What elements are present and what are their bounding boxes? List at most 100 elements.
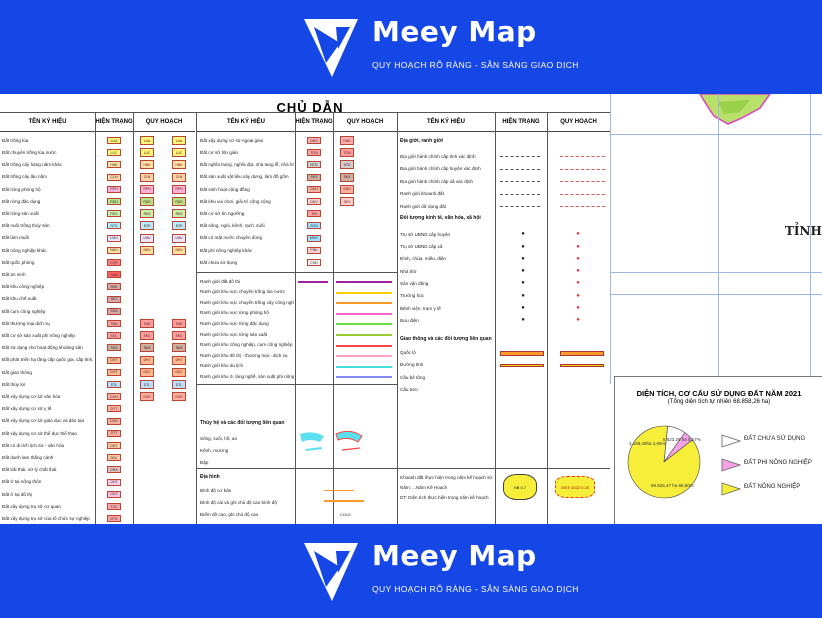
plan-item-label: Năm: ...Năm Kế Hoạch <box>400 484 448 490</box>
swatch-hien-trang: DKV <box>307 198 321 205</box>
bottom-banner: Meey Map QUY HOẠCH RÕ RÀNG - SẴN SÀNG GI… <box>0 524 822 618</box>
symbol-icon: ● <box>576 305 580 312</box>
plan-badge-current: NB 0.7 <box>503 474 537 500</box>
map-gridline <box>810 94 811 384</box>
legend-item-label: Đất có di tích lịch sử - văn hóa <box>2 442 65 448</box>
admin-line-planned <box>560 206 605 207</box>
section-title-admin: Địa giới, ranh giới <box>400 138 443 144</box>
legend-item-label: Đất cụm công nghiệp <box>2 308 46 314</box>
swatch-hien-trang: LUA <box>107 137 121 144</box>
swatch-hien-trang: SKT <box>107 295 121 303</box>
swatch-hien-trang: CAN <box>107 271 121 279</box>
swatch-hien-trang: DYT <box>107 405 121 413</box>
legend-item-label: Đất ở tại nông thôn <box>2 479 42 485</box>
swatch-quy-hoach-2: SKC <box>172 331 186 341</box>
swatch-hien-trang: DTL <box>107 381 121 388</box>
boundary-swatch-planned <box>336 365 392 368</box>
province-label: TỈNH <box>785 224 822 238</box>
divider <box>547 112 548 524</box>
legend-item-label: Đất rừng sản xuất <box>2 210 39 216</box>
legend-nonagri: ĐẤT PHI NÔNG NGHIỆP <box>744 460 812 466</box>
symbol-icon: ● <box>576 243 580 250</box>
swatch-hien-trang: SKX <box>307 173 321 181</box>
meey-logo-icon <box>304 543 358 601</box>
elevation-note: COLE <box>340 511 351 517</box>
symbol-icon: ● <box>521 280 525 287</box>
swatch-quy-hoach-2: SKS <box>172 343 186 353</box>
legend-nonagri-arrow-icon <box>721 458 741 472</box>
swatch-hien-trang: LUC <box>107 149 121 157</box>
swatch-quy-hoach: LMU <box>140 233 154 243</box>
swatch-quy-hoach: DNG <box>340 136 354 145</box>
section-rule <box>196 468 397 469</box>
section-rule <box>196 272 397 273</box>
social-item-label: Trụ sở UBND cấp xã <box>400 244 443 250</box>
legend-item-label: Đất cơ sở tôn giáo <box>200 149 238 155</box>
map-gridline <box>610 294 822 295</box>
swatch-quy-hoach: LUC <box>140 148 154 158</box>
water-item-label: Kênh, mương <box>200 447 229 453</box>
water-item-label: Đập <box>200 459 209 465</box>
col1-quy-hoach-header: QUY HOẠCH <box>133 112 195 132</box>
swatch-hien-trang: DSH <box>307 185 321 193</box>
swatch-quy-hoach: SKX <box>340 172 354 182</box>
swatch-hien-trang: DDT <box>107 442 121 449</box>
swatch-hien-trang: ONT <box>107 478 121 486</box>
legend-item-label: Đất khu vui chơi, giải trí công cộng <box>200 198 271 204</box>
swatch-hien-trang: DGD <box>107 417 121 425</box>
col3-header: TÊN KÝ HIỆU <box>397 112 495 132</box>
admin-line-planned <box>560 181 605 182</box>
swatch-hien-trang: SKC <box>107 332 121 340</box>
legend-item-label: Đất nghĩa trang, nghĩa địa, nhà tang lễ,… <box>200 162 294 168</box>
boundary-line-label: Ranh giới đất đô thị <box>200 278 241 284</box>
brand-logo[interactable]: Meey Map QUY HOẠCH RÕ RÀNG - SẴN SÀNG GI… <box>300 537 578 607</box>
swatch-hien-trang: RSX <box>107 210 121 218</box>
swatch-quy-hoach: NTS <box>140 221 154 231</box>
swatch-quy-hoach: DVH <box>140 392 154 402</box>
swatch-quy-hoach: DHT <box>140 355 154 365</box>
swatch-quy-hoach: DSH <box>340 184 354 194</box>
section-rule <box>196 384 397 385</box>
divider <box>295 112 296 524</box>
legend-item-label: Đất rừng đặc dụng <box>2 198 41 204</box>
swatch-quy-hoach-2: RPH <box>172 184 186 194</box>
section-rule <box>397 468 610 469</box>
admin-item-label: Ranh giới dữ dụng đất <box>400 203 446 209</box>
legend-item-label: Đất chưa sử dụng <box>200 259 238 265</box>
swatch-hien-trang: CSD <box>307 259 321 266</box>
divider <box>397 112 398 524</box>
map-legend-panel: CHỦ DẪN TÊN KÝ HIỆU HIỆN TRẠNG QUY HOẠCH… <box>0 94 822 524</box>
brand-logo[interactable]: Meey Map QUY HOẠCH RÕ RÀNG - SẴN SÀNG GI… <box>300 13 578 83</box>
boundary-line-label: Ranh giới khu vực rừng phòng hộ <box>200 310 269 316</box>
legend-item-label: Đất trồng cây hàng năm khác <box>2 162 63 168</box>
symbol-icon: ● <box>521 317 525 324</box>
swatch-hien-trang: DDL <box>107 454 121 462</box>
legend-item-label: Đất phát triển hạ tầng cấp quốc gia, cấp… <box>2 357 94 363</box>
admin-line-planned <box>560 168 605 170</box>
social-item-label: Nhà thờ <box>400 268 417 274</box>
col1-header: TÊN KÝ HIỆU <box>0 112 95 132</box>
swatch-quy-hoach: HNK <box>140 160 154 170</box>
admin-line-planned <box>560 193 605 195</box>
road-national-current <box>500 351 544 356</box>
plan-badge-planned: ONT: 2022 0.25 <box>555 476 595 498</box>
water-symbols <box>300 430 363 451</box>
legend-item-label: Đất xây dựng cơ sở văn hóa <box>2 393 61 399</box>
legend-item-label: Đất sử dụng cho hoạt động khoáng sản <box>2 345 83 351</box>
map-gridline <box>610 134 822 135</box>
road-provincial-current <box>500 364 544 367</box>
map-terrain <box>699 94 771 125</box>
boundary-swatch-planned <box>336 376 392 379</box>
divider <box>333 112 334 524</box>
boundary-swatch-planned <box>336 344 392 347</box>
swatch-hien-trang: NKH <box>107 246 121 254</box>
swatch-quy-hoach-2: LMU <box>172 233 186 243</box>
col2-hien-trang-header: HIỆN TRẠNG <box>295 112 333 132</box>
divider <box>95 112 96 524</box>
terrain-item-label: Bình độ cơ bản <box>200 487 232 493</box>
legend-item-label: Đất xây dựng trụ sở của tổ chức sự nghiệ… <box>2 515 90 521</box>
meey-logo-icon <box>304 19 358 77</box>
section-title-water: Thủy hệ và các đối tượng liên quan <box>200 420 285 426</box>
admin-line-planned <box>560 156 605 157</box>
swatch-quy-hoach: DGT <box>140 367 154 377</box>
